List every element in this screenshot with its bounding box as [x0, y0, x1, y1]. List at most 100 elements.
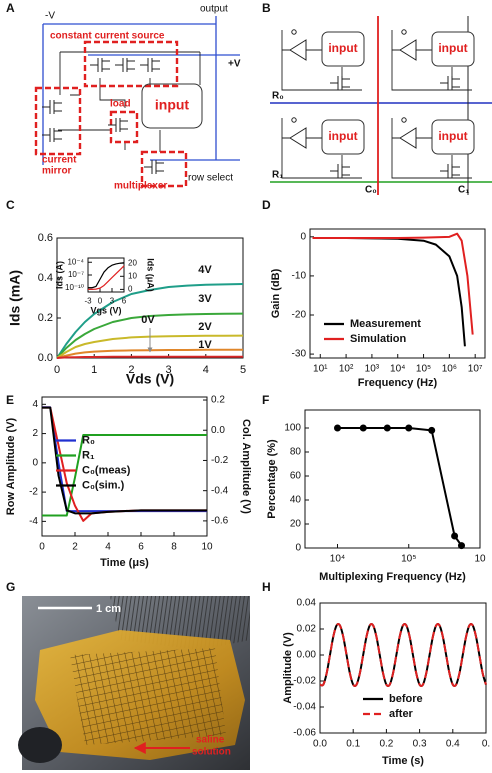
y2-tick-label: 0.2 [211, 395, 225, 406]
series-line [56, 355, 243, 359]
x-tick-label: 1 [91, 364, 97, 376]
label: current [42, 155, 77, 166]
panel-label: A [6, 1, 15, 15]
y2-tick-label: 20 [128, 258, 137, 267]
x-tick-label: 0. [482, 739, 490, 750]
y-tick-label: 10⁻⁷ [68, 270, 84, 279]
transistor [440, 76, 460, 90]
x-tick-label: 10⁴ [330, 554, 345, 565]
x-axis-label: Time (μs) [100, 557, 149, 569]
transistor [144, 160, 164, 174]
series-line [88, 265, 125, 290]
series-line [42, 406, 207, 515]
y-tick-label: 0.2 [38, 312, 53, 324]
y2-tick-label: 0.0 [211, 425, 225, 436]
legend-label: R₀ [82, 434, 95, 446]
plot-frame [304, 409, 481, 549]
y2-tick-label: -0.4 [211, 485, 229, 496]
dashed-box [109, 110, 139, 144]
marker [405, 424, 413, 432]
label: input [328, 129, 357, 143]
transistor [42, 100, 62, 114]
marker [383, 424, 391, 432]
label: R₁ [272, 170, 283, 181]
label: constant current source [50, 31, 165, 42]
transistor [440, 164, 460, 178]
series-line [312, 232, 474, 335]
y-tick-label: -10 [292, 271, 307, 282]
x-axis-label: Multiplexing Frequency (Hz) [319, 571, 466, 583]
y-axis-label: Ids (A) [54, 261, 64, 289]
input-box [431, 119, 475, 155]
x-tick-label: 0 [98, 296, 103, 305]
y-axis-label: Ids (mA) [7, 270, 23, 326]
label: R₀ [272, 91, 284, 102]
x-tick-label: 2 [72, 542, 78, 553]
x-tick-label: 10⁵ [401, 554, 416, 565]
legend-label: C₀(meas) [82, 464, 131, 476]
label: output [200, 4, 228, 15]
y-tick-label: 0.4 [38, 272, 53, 284]
y-axis-label: Amplitude (V) [282, 632, 294, 704]
transistor [330, 76, 350, 90]
input-box [321, 119, 365, 155]
x-tick-label: 4 [105, 542, 111, 553]
dashed-box [34, 86, 82, 156]
y-tick-label: -4 [29, 516, 38, 527]
x-tick-label: 3 [110, 296, 115, 305]
x-tick-label: 10⁴ [390, 364, 405, 375]
series-line [312, 236, 466, 347]
y-tick-label: 0.04 [297, 598, 317, 609]
x-axis-label: Frequency (Hz) [358, 377, 438, 389]
label: multiplexer [114, 181, 167, 192]
electrode-grid [70, 648, 226, 745]
y-tick-label: 10⁻⁴ [67, 257, 84, 266]
y2-axis-label: Ids (μA) [146, 258, 156, 292]
x-tick-label: 10 [474, 554, 486, 565]
y-tick-label: 0.02 [297, 624, 317, 635]
x-tick-label: 0.4 [446, 739, 460, 750]
x-tick-label: 10¹ [313, 364, 328, 375]
transistor [330, 164, 350, 178]
input-box [141, 83, 203, 129]
x-tick-label: 0.1 [346, 739, 360, 750]
circuit-a [34, 16, 240, 188]
y-tick-label: -2 [29, 487, 38, 498]
x-tick-label: 6 [122, 296, 127, 305]
y-tick-label: -0.06 [293, 728, 316, 739]
label: input [438, 41, 467, 55]
amplifier [399, 127, 417, 149]
y2-tick-label: -0.2 [211, 455, 229, 466]
transistor [140, 58, 160, 72]
y-tick-label: 100 [284, 423, 301, 434]
x-tick-label: 10⁵ [416, 364, 431, 375]
y2-tick-label: 0 [128, 284, 133, 293]
panel-label: F [262, 393, 269, 407]
label: input [155, 97, 190, 113]
dashed-box [140, 150, 188, 188]
label: 1 cm [96, 603, 121, 615]
x-tick-label: 0 [39, 542, 45, 553]
panel-label: D [262, 198, 271, 212]
wire [281, 118, 362, 179]
y-tick-label: 20 [290, 519, 302, 530]
y-tick-label: 40 [290, 495, 302, 506]
y-tick-label: 0.0 [38, 352, 53, 364]
x-tick-label: 6 [138, 542, 144, 553]
transistor [108, 118, 128, 132]
input-box [321, 31, 365, 67]
series-label: 3V [198, 293, 212, 305]
x-tick-label: 10² [339, 364, 354, 375]
legend-label: after [389, 708, 414, 720]
amplifier [289, 127, 307, 149]
x-axis-label: Vgs (V) [90, 305, 121, 315]
x-axis-label: Vds (V) [126, 371, 174, 387]
panel-label: E [6, 393, 14, 407]
y-axis-label: Percentage (%) [266, 439, 278, 519]
marker [457, 542, 465, 550]
label: mirror [42, 166, 72, 177]
y-tick-label: 60 [290, 471, 302, 482]
y-tick-label: 4 [32, 399, 38, 410]
photo [18, 596, 250, 770]
